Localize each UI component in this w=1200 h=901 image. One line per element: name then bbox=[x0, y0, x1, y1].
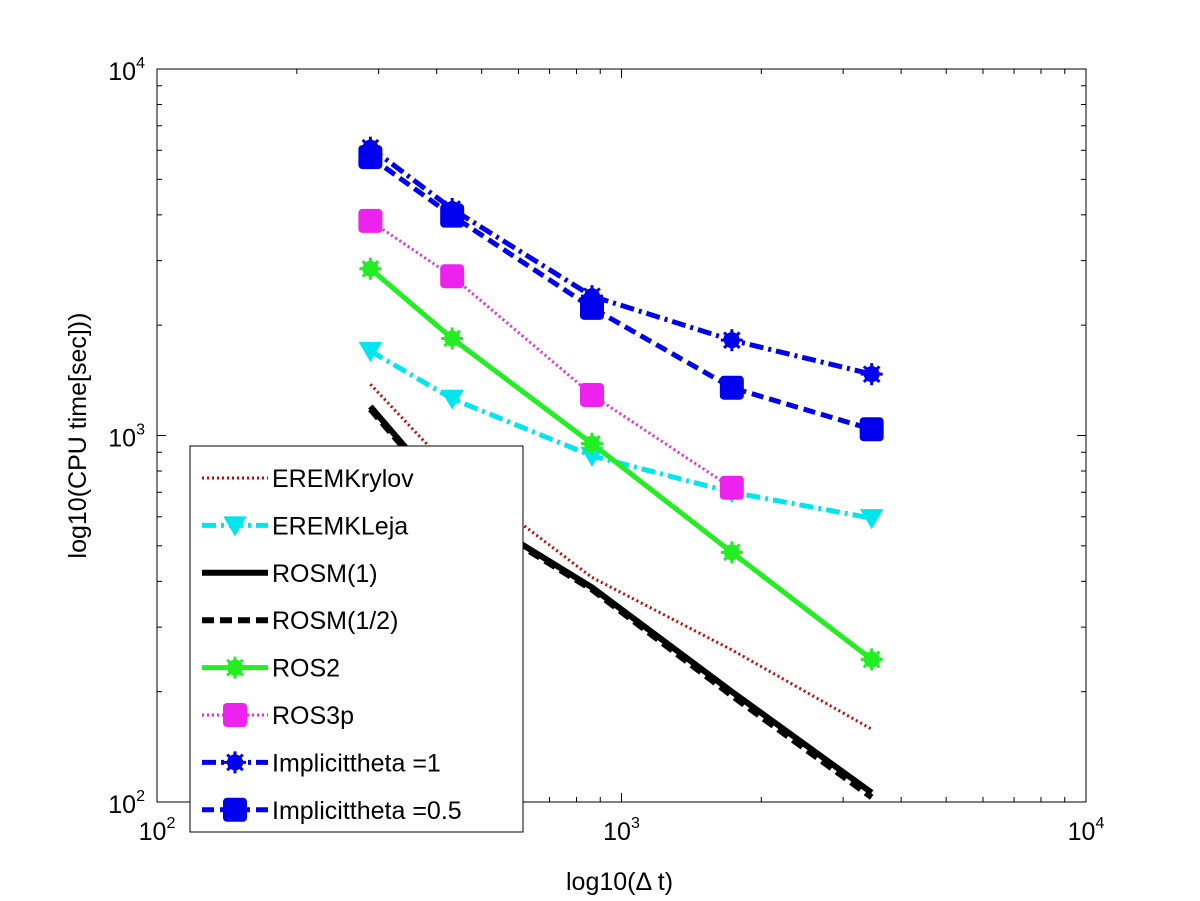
data-point bbox=[359, 257, 382, 280]
y-tick-label: 102 bbox=[108, 788, 145, 819]
tick-label-base: 10 bbox=[139, 818, 167, 846]
legend-label: Implicittheta =1 bbox=[272, 749, 441, 777]
tick-label-base: 10 bbox=[108, 791, 136, 819]
data-point bbox=[580, 382, 605, 407]
series-line bbox=[369, 383, 873, 731]
series-line bbox=[369, 219, 733, 490]
tick-label-exponent: 3 bbox=[136, 422, 145, 439]
data-point bbox=[441, 327, 464, 350]
data-point bbox=[358, 145, 383, 170]
tick-label-exponent: 3 bbox=[631, 815, 640, 832]
data-point bbox=[720, 329, 743, 352]
plot-area bbox=[358, 136, 884, 800]
data-point bbox=[719, 375, 744, 400]
series-line bbox=[368, 155, 873, 432]
marker-spoke bbox=[361, 259, 380, 278]
legend-marker bbox=[223, 516, 247, 537]
legend-marker bbox=[223, 797, 247, 822]
legend-label: ROS2 bbox=[272, 655, 340, 683]
legend-label: EREMKrylov bbox=[272, 465, 414, 493]
marker-spoke bbox=[226, 658, 244, 677]
x-tick-label: 102 bbox=[139, 815, 176, 846]
tick-label-exponent: 4 bbox=[1095, 815, 1104, 832]
legend-box bbox=[189, 445, 524, 833]
legend-label: EREMKLeja bbox=[272, 512, 408, 540]
marker-spoke bbox=[583, 434, 601, 453]
legend-label: ROS3p bbox=[272, 702, 354, 730]
data-point bbox=[860, 363, 883, 386]
legend-label: Implicittheta =0.5 bbox=[272, 797, 462, 825]
data-point bbox=[719, 475, 744, 500]
tick-label-base: 10 bbox=[108, 425, 136, 453]
series-line bbox=[368, 145, 873, 377]
legend-marker bbox=[224, 751, 246, 774]
marker-spoke bbox=[862, 650, 881, 669]
marker-spoke bbox=[723, 331, 741, 350]
legend-label: ROSM(1/2) bbox=[272, 607, 398, 635]
data-point bbox=[859, 509, 884, 530]
data-point bbox=[860, 648, 883, 671]
tick-label-exponent: 2 bbox=[166, 815, 175, 832]
data-point bbox=[440, 203, 465, 228]
data-point bbox=[440, 264, 465, 289]
x-tick-label: 103 bbox=[603, 815, 640, 846]
marker-spoke bbox=[443, 329, 462, 348]
tick-label-exponent: 4 bbox=[136, 55, 145, 72]
data-point bbox=[440, 389, 464, 410]
x-tick-label: 104 bbox=[1068, 815, 1105, 846]
legend-marker bbox=[223, 703, 247, 727]
marker-spoke bbox=[723, 543, 741, 562]
tick-label-exponent: 2 bbox=[136, 788, 145, 805]
data-point bbox=[859, 417, 884, 442]
y-tick-label: 104 bbox=[108, 55, 145, 86]
legend-label: ROSM(1) bbox=[272, 560, 378, 588]
tick-label-base: 10 bbox=[108, 58, 136, 86]
y-axis-label: log10(CPU time[sec])) bbox=[64, 313, 92, 559]
x-axis-label: log10(Δ t) bbox=[566, 868, 673, 896]
legend: EREMKrylov EREMKLeja ROSM(1) ROSM(1/2) ROS2 R… bbox=[189, 445, 524, 833]
data-point bbox=[720, 541, 743, 564]
tick-label-base: 10 bbox=[1068, 818, 1096, 846]
data-point bbox=[581, 432, 604, 455]
marker-spoke bbox=[862, 365, 881, 384]
tick-label-base: 10 bbox=[603, 818, 631, 846]
legend-marker bbox=[224, 656, 246, 679]
data-point bbox=[358, 208, 383, 233]
marker-spoke bbox=[226, 753, 244, 772]
data-point bbox=[580, 295, 605, 320]
y-tick-label: 103 bbox=[108, 422, 145, 453]
data-point bbox=[358, 342, 383, 363]
